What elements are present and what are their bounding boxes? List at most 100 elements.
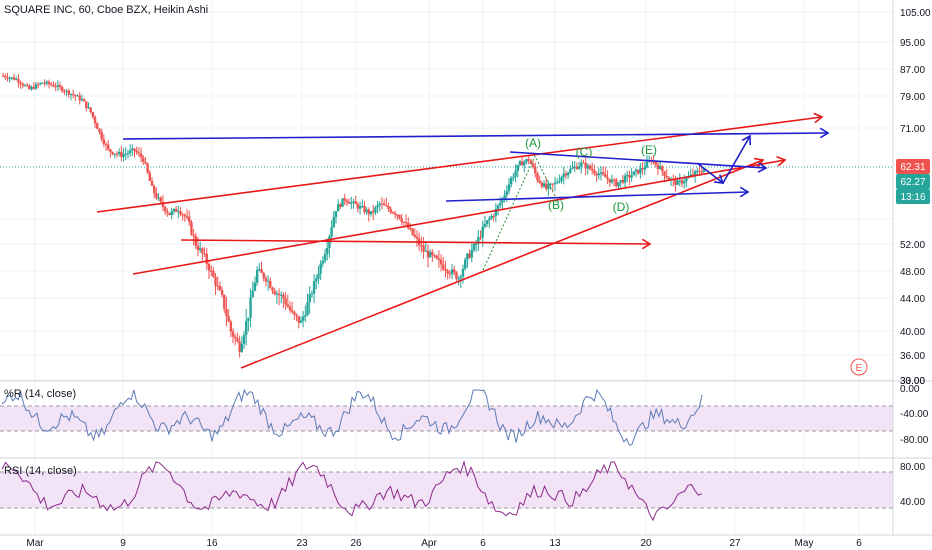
trendline-red-upper xyxy=(96,116,823,213)
candle xyxy=(43,82,46,84)
candle xyxy=(231,331,235,337)
candle xyxy=(577,166,581,169)
trendlines[interactable] xyxy=(96,112,830,369)
candle xyxy=(389,209,392,213)
candle xyxy=(148,172,152,182)
candle xyxy=(304,315,307,317)
candle xyxy=(124,153,127,155)
candle xyxy=(58,85,62,88)
candle xyxy=(223,294,226,309)
candle xyxy=(569,168,572,173)
wave-label-1: (B) xyxy=(548,198,564,212)
trendline-red-middle xyxy=(132,159,786,275)
candle xyxy=(67,90,70,95)
candle xyxy=(117,151,121,154)
candle xyxy=(89,107,92,113)
candle xyxy=(439,259,443,265)
rsi-indicator-label[interactable]: RSI (14, close) xyxy=(4,465,77,477)
candle xyxy=(4,75,7,78)
candle xyxy=(93,117,97,124)
candle xyxy=(428,251,432,258)
candle xyxy=(188,216,191,222)
candle xyxy=(19,82,22,85)
time-axis[interactable]: Mar 9 16 23 26 Apr 6 13 20 27 May 6 xyxy=(26,538,862,549)
candle xyxy=(468,253,471,258)
candle xyxy=(271,287,274,291)
arrow-red-upper xyxy=(813,112,824,124)
candle xyxy=(665,175,668,178)
candle xyxy=(426,250,430,258)
candle xyxy=(153,185,156,194)
time-tick-label: Apr xyxy=(421,538,437,549)
candle xyxy=(36,84,40,86)
candle xyxy=(159,197,162,202)
candle xyxy=(630,175,633,178)
candle xyxy=(166,211,169,213)
candle xyxy=(358,206,362,209)
candle xyxy=(244,321,248,335)
candle xyxy=(282,294,285,299)
wr-indicator-label[interactable]: %R (14, close) xyxy=(4,388,77,400)
bid-badge: 62.27 xyxy=(900,177,925,188)
candle xyxy=(593,170,596,174)
grid xyxy=(0,0,893,535)
candle xyxy=(161,201,165,207)
candle xyxy=(372,211,375,213)
time-tick-label: 26 xyxy=(350,538,362,549)
candle xyxy=(74,95,77,97)
candle xyxy=(702,168,706,173)
price-tick-label: 87.00 xyxy=(900,65,925,76)
candle xyxy=(264,278,268,282)
candle xyxy=(227,316,230,322)
candle xyxy=(293,311,296,315)
candle xyxy=(474,243,478,245)
countdown-badge: 13:16 xyxy=(900,192,925,203)
candle xyxy=(8,77,11,79)
candle xyxy=(604,174,607,178)
candle xyxy=(47,81,51,85)
candle xyxy=(499,202,502,206)
arrow-projection-up xyxy=(741,134,751,146)
candle xyxy=(453,269,456,273)
candle xyxy=(34,84,38,89)
candle xyxy=(350,202,353,204)
candle xyxy=(413,234,417,237)
wave-label-3: (D) xyxy=(613,200,630,214)
price-tick-label: 71.00 xyxy=(900,124,925,135)
candle xyxy=(599,172,603,174)
candle xyxy=(446,270,449,274)
wave-path xyxy=(482,154,557,271)
candle xyxy=(126,153,130,155)
candle xyxy=(310,293,314,295)
candle xyxy=(295,314,298,317)
candle xyxy=(606,177,609,179)
candle xyxy=(32,87,35,89)
candle xyxy=(273,290,276,295)
candle xyxy=(551,183,554,185)
candle xyxy=(634,169,638,172)
candle xyxy=(382,203,386,206)
candle xyxy=(564,173,568,176)
candle xyxy=(308,294,311,303)
candle xyxy=(205,253,208,264)
price-axis[interactable]: 105.00 95.00 87.00 79.00 71.00 52.00 48.00 44.0… xyxy=(892,0,931,535)
candle xyxy=(306,302,309,316)
candle xyxy=(131,148,134,151)
time-tick-label: 23 xyxy=(296,538,308,549)
candle xyxy=(30,87,33,90)
candle xyxy=(203,253,206,255)
candle xyxy=(626,174,629,176)
candle xyxy=(157,197,160,199)
candle xyxy=(420,245,423,247)
candle xyxy=(663,171,666,176)
last-price-badge-bg xyxy=(896,159,930,174)
candle xyxy=(520,161,524,166)
rsi-line xyxy=(1,460,703,522)
candle xyxy=(601,172,605,175)
candle xyxy=(155,193,158,198)
candle xyxy=(220,289,224,295)
candle xyxy=(450,269,454,275)
candle xyxy=(505,191,509,196)
candle xyxy=(404,222,408,224)
